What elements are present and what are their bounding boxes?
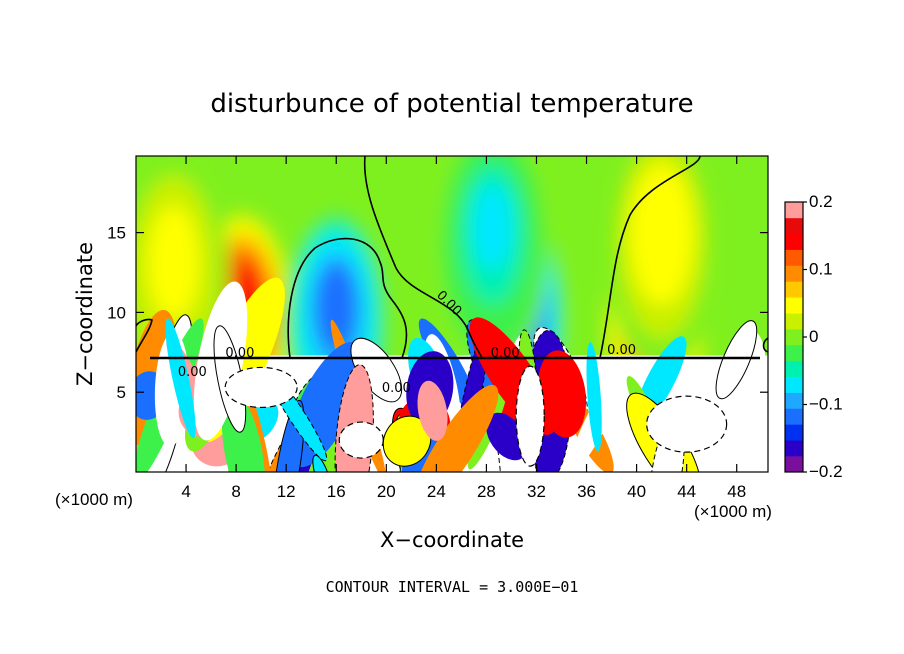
contour-zero-left: [287, 237, 408, 359]
colorbar-segment: [785, 376, 803, 393]
colorbar-ticks: 0.2 0.1 0 −0.1 −0.2: [803, 192, 843, 481]
colorbar-segment: [785, 440, 803, 457]
x-tick-label: 20: [377, 482, 396, 501]
colorbar-segment: [785, 360, 803, 378]
x-unit-label-right: (×1000 m): [694, 502, 772, 521]
colorbar-segment: [785, 313, 803, 330]
eddy: [646, 395, 728, 453]
turbulent-cell: [715, 320, 758, 400]
colorbar-segment: [785, 424, 803, 441]
colorbar-tick-label: 0.2: [809, 192, 833, 211]
x-tick-label: 4: [181, 482, 190, 501]
y-tick-label: 5: [117, 383, 126, 402]
colorbar-segment: [785, 392, 803, 409]
y-axis-label: Z−coordinate: [73, 242, 97, 386]
colorbar-tick-label: 0.1: [809, 260, 833, 279]
turbulent-cell: [417, 380, 448, 441]
colorbar-segment: [785, 265, 803, 282]
eddy: [515, 365, 545, 467]
colorbar-segment: [785, 281, 803, 298]
contour-label: 0.00: [607, 343, 636, 358]
y-tick-label: 10: [107, 303, 126, 322]
colorbar-segment: [785, 233, 803, 250]
x-tick-label: 44: [677, 482, 696, 501]
contour-label: 0.00: [382, 381, 411, 396]
eddy: [224, 366, 298, 409]
colorbar-segment: [785, 249, 803, 266]
x-tick-label: 36: [577, 482, 596, 501]
x-ticks: 4 8 12 16 20 24 28 32 36 40 44 48: [181, 156, 746, 501]
x-tick-label: 12: [277, 482, 296, 501]
eddy: [338, 421, 384, 459]
x-tick-label: 24: [427, 482, 446, 501]
colorbar-segment: [785, 329, 803, 346]
field-blob: [316, 263, 357, 351]
plot-frame: [135, 155, 769, 473]
contour-zero-edge-left: [136, 318, 153, 353]
colorbar-tick-label: 0: [809, 327, 818, 346]
x-unit-label-left: (×1000 m): [55, 490, 133, 509]
x-tick-label: 32: [527, 482, 546, 501]
field-blob: [153, 215, 194, 304]
x-tick-label: 8: [231, 482, 240, 501]
x-tick-label: 48: [727, 482, 746, 501]
x-tick-label: 16: [327, 482, 346, 501]
colorbar-tick-label: −0.1: [809, 395, 843, 414]
turbulent-cell: [586, 342, 602, 452]
contour-lines: [136, 156, 768, 360]
turbulent-cell: [165, 318, 196, 439]
turbulent-cell: [312, 454, 332, 472]
colorbar-segment: [785, 217, 803, 235]
field-blob: [641, 183, 682, 272]
colorbar-segment: [785, 408, 803, 425]
colorbar-segment: [785, 297, 803, 314]
contour-zero-right: [599, 156, 701, 359]
plot-area: 0.00 0.00 0.000.000.000.00: [136, 156, 768, 472]
lower-field-layer: [136, 277, 768, 472]
y-ticks: 5 10 15: [107, 224, 768, 402]
turbulent-cell: [412, 384, 499, 472]
contour-label: 0.00: [178, 365, 207, 380]
colorbar: [784, 201, 804, 473]
x-axis-label: X−coordinate: [380, 528, 524, 552]
chart-title: disturbunce of potential temperature: [210, 89, 693, 119]
turbulent-cell: [537, 350, 587, 438]
colorbar-tick-label: −0.2: [809, 462, 843, 481]
x-tick-label: 28: [477, 482, 496, 501]
field-blob: [472, 183, 513, 272]
y-tick-label: 15: [107, 224, 126, 243]
contour-label: 0.00: [491, 346, 520, 361]
x-tick-label: 40: [627, 482, 646, 501]
contour-zero-edge-right: [762, 337, 768, 353]
colorbar-segment: [785, 456, 803, 473]
contour-interval-note: CONTOUR INTERVAL = 3.000E−01: [326, 578, 579, 596]
contour-label: 0.00: [225, 346, 254, 361]
contour-zero-center: [363, 156, 483, 359]
colorbar-segment: [785, 202, 803, 219]
colorbar-segment: [785, 344, 803, 362]
